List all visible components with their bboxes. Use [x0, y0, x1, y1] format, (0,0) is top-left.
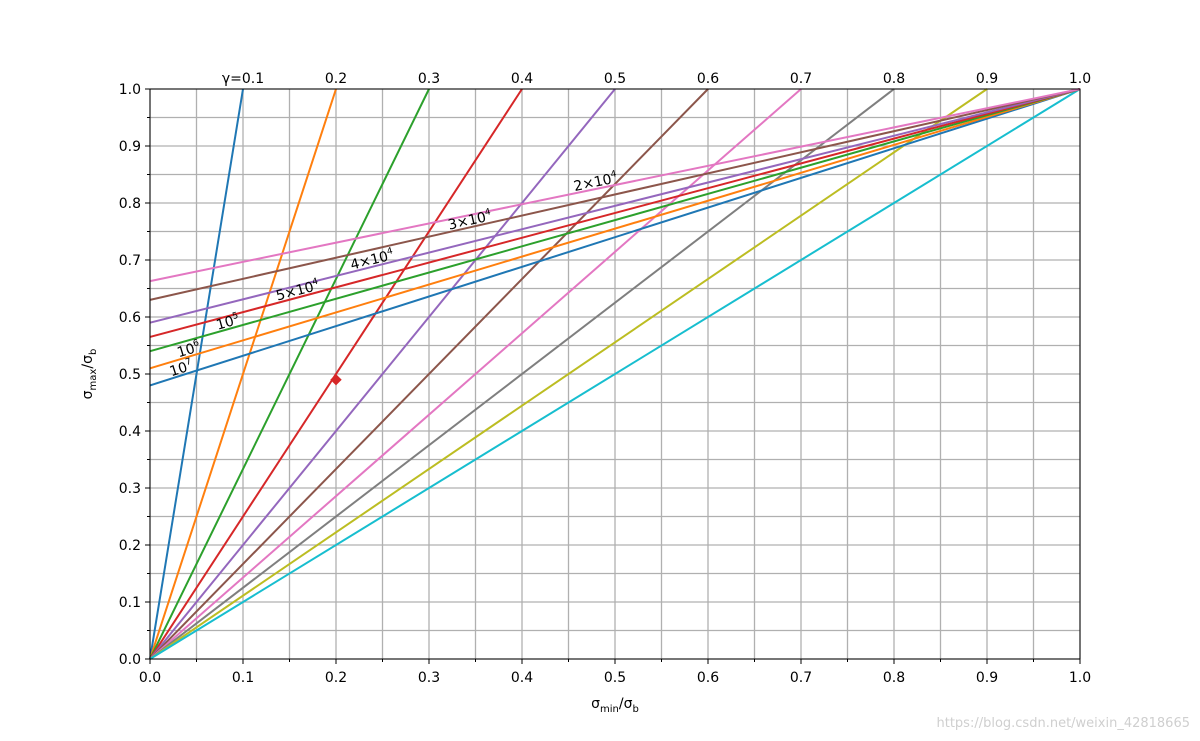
y-tick-label: 0.2 [119, 538, 141, 554]
x-tick-label: 0.1 [232, 670, 254, 686]
y-tick-label: 0.8 [119, 196, 141, 212]
y-tick-label: 0.7 [119, 253, 141, 269]
life-label: 5×104 [274, 277, 321, 305]
gamma-line [149, 88, 430, 660]
gamma-label: 1.0 [1069, 71, 1091, 87]
y-axis-label: σmax/σb [80, 349, 99, 400]
y-tick-label: 0.0 [119, 652, 141, 668]
life-label: 3×104 [446, 207, 493, 233]
life-line [149, 88, 1081, 353]
x-tick-label: 0.6 [697, 670, 719, 686]
life-label-base: 2×10 [572, 172, 613, 195]
x-tick-label: 0.4 [511, 670, 533, 686]
gamma-line [149, 88, 709, 660]
x-tick-label: 0.5 [604, 670, 626, 686]
gamma-line [149, 88, 1081, 660]
x-tick-label: 0.3 [418, 670, 440, 686]
gamma-line [149, 88, 988, 660]
x-tick-label: 0.9 [976, 670, 998, 686]
gamma-lines [149, 88, 1081, 660]
life-line [149, 88, 1081, 301]
data-marker [330, 373, 342, 386]
life-label-exponent: 4 [386, 246, 394, 257]
y-tick-label: 0.6 [119, 310, 141, 326]
x-tick-label: 0.8 [883, 670, 905, 686]
life-label: 2×104 [572, 169, 619, 195]
x-axis-label: σmin/σb [591, 696, 639, 715]
gamma-label: 0.9 [976, 71, 998, 87]
gamma-label: 0.7 [790, 71, 812, 87]
x-tick-label: 0.2 [325, 670, 347, 686]
gamma-label: 0.2 [325, 71, 347, 87]
y-tick-label: 0.1 [119, 595, 141, 611]
life-line [149, 88, 1081, 387]
life-line [149, 88, 1081, 338]
y-tick-label: 1.0 [119, 82, 141, 98]
gamma-label: 0.4 [511, 71, 533, 87]
life-label-exponent: 4 [484, 207, 492, 218]
gamma-label: 0.5 [604, 71, 626, 87]
life-label-base: 10 [175, 341, 197, 361]
life-label-base: 10 [168, 359, 190, 380]
gamma-label: γ=0.1 [222, 71, 264, 87]
y-tick-label: 0.4 [119, 424, 141, 440]
y-tick-label: 0.3 [119, 481, 141, 497]
life-label-base: 5×10 [274, 279, 315, 304]
life-line [149, 88, 1081, 324]
life-label-exponent: 4 [311, 277, 319, 288]
life-label-base: 3×10 [447, 210, 488, 234]
gamma-labels: γ=0.1 0.2 0.3 0.4 0.5 0.6 0.7 0.8 0.9 1.0 [222, 71, 1091, 87]
gamma-line [149, 88, 616, 660]
life-label-exponent: 6 [192, 338, 201, 349]
gamma-label: 0.6 [697, 71, 719, 87]
y-tick-label: 0.5 [119, 367, 141, 383]
gamma-label: 0.3 [418, 71, 440, 87]
gamma-line [149, 88, 337, 660]
life-line [149, 88, 1081, 370]
life-label-base: 10 [214, 313, 236, 333]
x-tick-label: 1.0 [1069, 670, 1091, 686]
axis-ticks: 0.0 0.1 0.2 0.3 0.4 0.5 0.6 0.7 0.8 0.9 1.0 0.0 0.1 0… [119, 82, 1091, 686]
life-lines [149, 88, 1081, 387]
gamma-line [149, 88, 802, 660]
marker-layer [330, 373, 342, 386]
life-label: 107 [167, 357, 195, 380]
x-tick-label: 0.7 [790, 670, 812, 686]
x-tick-label: 0.0 [139, 670, 161, 686]
gamma-line [149, 88, 895, 660]
gamma-line [149, 88, 244, 660]
life-label-exponent: 4 [610, 169, 618, 180]
life-label: 106 [175, 338, 203, 361]
watermark: https://blog.csdn.net/weixin_42818665 [936, 716, 1190, 731]
y-tick-label: 0.9 [119, 139, 141, 155]
gamma-label: 0.8 [883, 71, 905, 87]
life-label-exponent: 5 [231, 311, 239, 322]
life-line [149, 88, 1081, 283]
life-label-exponent: 7 [184, 357, 193, 368]
life-label: 105 [214, 311, 241, 334]
